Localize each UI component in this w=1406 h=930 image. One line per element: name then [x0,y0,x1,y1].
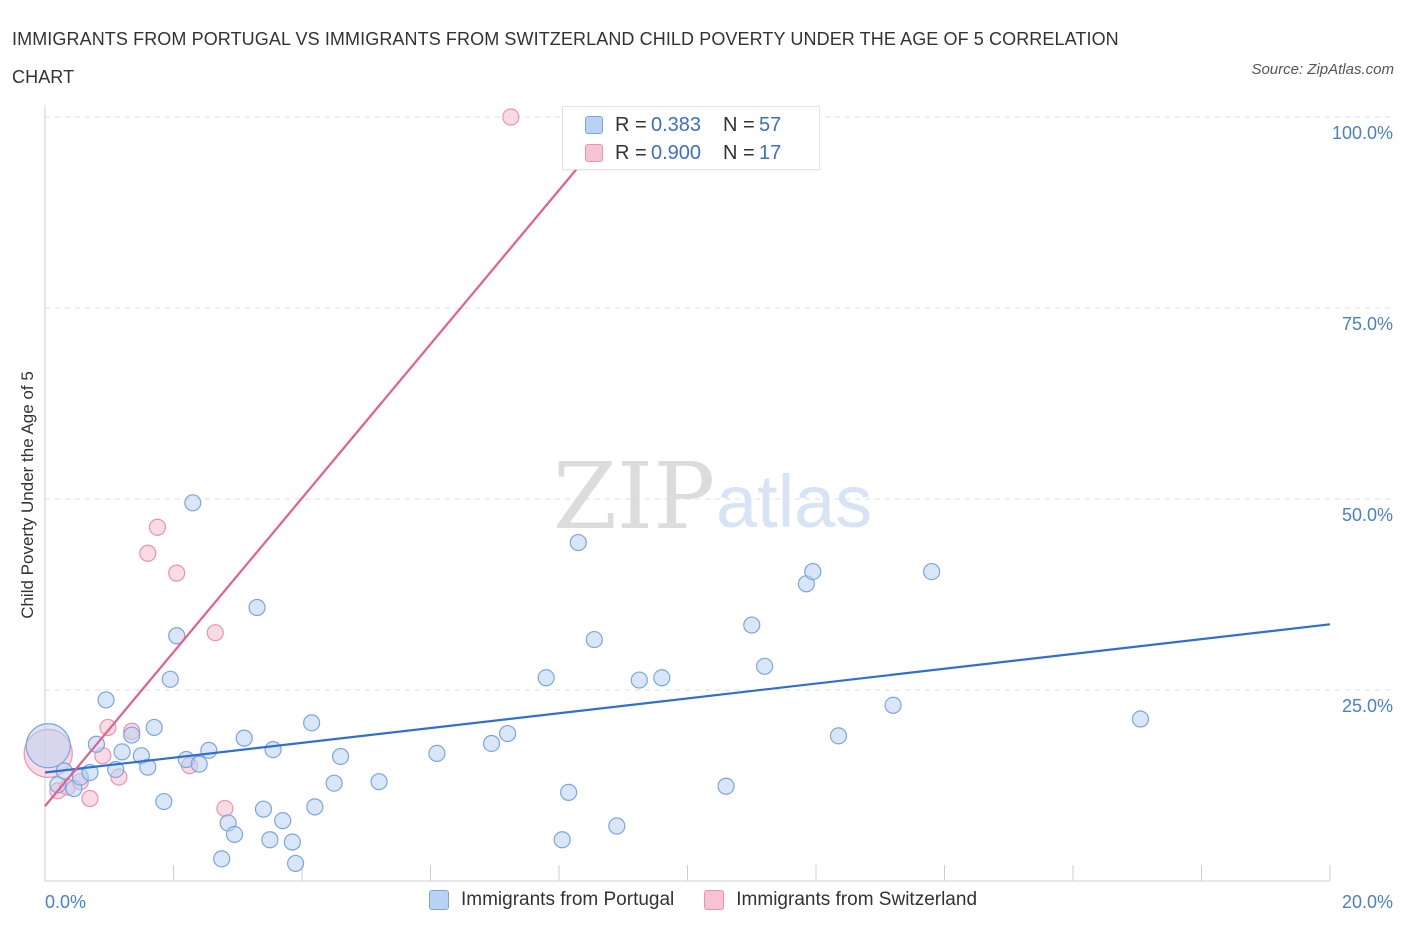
point-portugal [829,727,848,745]
point-portugal [331,747,350,766]
point-portugal [743,616,761,634]
point-portugal [553,831,571,849]
point-portugal [49,776,67,794]
point-portugal [155,792,173,811]
point-portugal [1131,710,1150,728]
point-portugal [585,630,603,649]
point-portugal [325,774,343,792]
point-portugal [97,691,115,709]
point-portugal [283,833,301,851]
legend-swatch-switzerland [704,890,725,910]
point-portugal [161,670,179,688]
chart-title: IMMIGRANTS FROM PORTUGAL VS IMMIGRANTS F… [12,29,1119,87]
point-portugal [225,825,244,843]
point-portugal [560,783,578,801]
point-portugal [25,723,71,769]
point-portugal [537,669,555,687]
legend-r-value: 0.383 [651,113,702,136]
series-legend: Immigrants from Portugal Immigrants from… [0,889,1406,911]
legend-swatch-portugal [585,116,603,134]
grid-lines [45,116,1395,691]
point-portugal [717,777,735,795]
point-switzerland [139,544,157,562]
point-switzerland [216,799,234,818]
y-tick-label: 50.0% [1342,505,1393,525]
trendline-portugal [44,623,1331,774]
legend-row-switzerland: R = 0.900 N = 17 [585,141,781,165]
point-portugal [370,773,388,791]
legend-item-switzerland[interactable]: Immigrants from Switzerland [704,889,977,911]
legend-item-portugal[interactable]: Immigrants from Portugal [428,889,675,911]
point-portugal [569,533,587,552]
watermark: ZIP atlas [553,443,872,550]
point-portugal [303,714,321,732]
point-portugal [254,800,273,818]
point-switzerland [206,624,224,642]
point-portugal [190,755,208,773]
tick-labels: 25.0% 50.0% 75.0% 100.0% 0.0% 20.0% [45,123,1393,912]
point-portugal [113,743,131,761]
point-portugal [213,850,231,868]
trend-lines [44,116,1331,807]
x-tick-label: 20.0% [1342,892,1393,912]
legend-r-label: R = [615,141,647,164]
legend-n-label: N = [723,141,755,164]
point-portugal [884,696,902,714]
point-switzerland [502,108,520,126]
legend-n-value: 17 [759,141,782,164]
point-portugal [184,494,202,512]
trendline-switzerland [44,116,621,807]
point-portugal [145,718,163,737]
point-portugal [264,740,282,759]
y-tick-label: 25.0% [1342,696,1393,716]
point-portugal [274,812,292,830]
point-portugal [923,562,941,581]
point-portugal [200,741,218,759]
point-portugal [306,798,324,816]
point-switzerland [99,718,117,737]
point-portugal [428,744,446,763]
x-tick-label: 0.0% [45,892,86,912]
point-portugal [139,758,157,776]
point-portugal [653,669,671,687]
point-switzerland [148,518,167,536]
point-portugal [235,729,253,747]
point-portugal [499,724,517,743]
legend-swatch-switzerland [585,144,603,162]
point-portugal [482,734,501,753]
y-tick-label: 75.0% [1342,314,1393,334]
watermark-zip: ZIP [553,443,715,550]
legend-label-portugal: Immigrants from Portugal [460,889,675,910]
legend-n-label: N = [723,113,755,136]
series-portugal-points [25,494,1150,873]
point-portugal [630,671,648,689]
stats-legend: R = 0.383 N = 57 R = 0.900 N = 17 [562,106,820,170]
legend-r-value: 0.900 [651,141,702,164]
point-portugal [755,657,774,675]
watermark-atlas: atlas [716,460,872,543]
point-portugal [248,598,266,617]
source-label: Source: ZipAtlas.com [1251,61,1394,78]
point-portugal [608,817,626,835]
point-portugal [286,854,305,873]
legend-n-value: 57 [759,113,782,136]
point-portugal [261,831,279,849]
legend-row-portugal: R = 0.383 N = 57 [585,113,781,137]
legend-swatch-portugal [428,890,449,910]
y-tick-label: 100.0% [1332,123,1393,143]
point-switzerland [168,564,186,582]
legend-label-switzerland: Immigrants from Switzerland [736,889,978,910]
point-portugal [804,562,822,581]
legend-r-label: R = [615,113,647,136]
point-portugal [123,726,141,744]
point-switzerland [81,789,99,808]
point-portugal [168,627,186,645]
